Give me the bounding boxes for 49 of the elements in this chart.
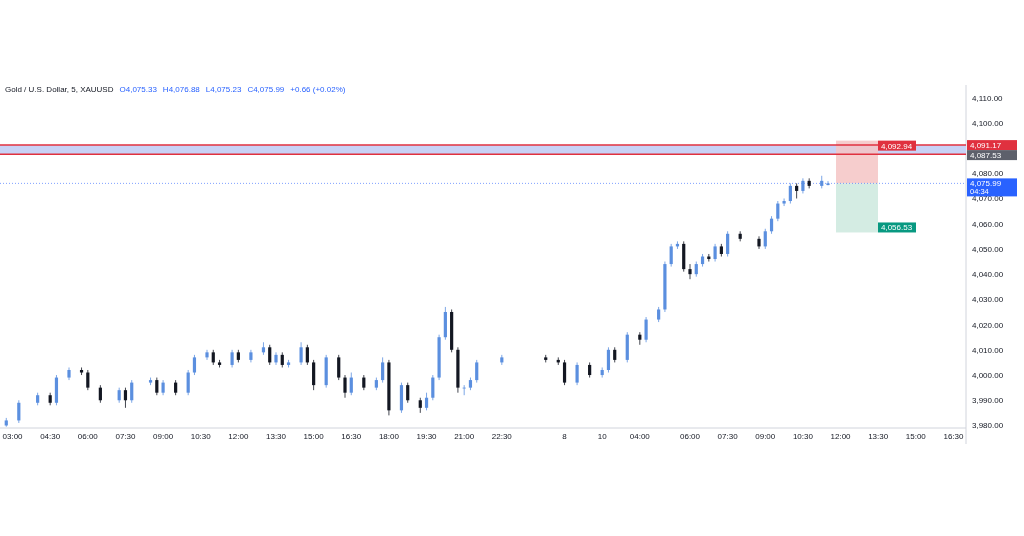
x-tick-label: 15:00 (303, 432, 325, 441)
y-tick-label: 4,050.00 (972, 244, 1004, 254)
ref-line-label: 4,075.99 (970, 179, 1002, 189)
annotation: O4,075.33 (119, 85, 158, 94)
ref-line-label: 4,087.53 (970, 151, 1002, 161)
band-label: 4,092.94 (881, 141, 913, 151)
y-tick-label: 4,020.00 (972, 320, 1004, 330)
x-tick-label: 09:00 (153, 432, 174, 441)
x-tick-label: 19:30 (416, 432, 438, 441)
x-tick-label: 18:00 (378, 432, 400, 441)
y-tick-label: 4,010.00 (972, 345, 1004, 355)
x-tick-label: 07:30 (717, 432, 739, 441)
x-tick-label: 06:00 (679, 432, 701, 441)
band-label: 4,056.53 (881, 223, 913, 233)
x-tick-label: 12:00 (830, 432, 852, 441)
x-tick-label: 15:00 (905, 432, 927, 441)
y-tick-label: 4,060.00 (972, 219, 1004, 229)
annotation: L4,075.23 (205, 85, 242, 94)
annotation: +0.66 (+0.02%) (290, 85, 346, 94)
y-tick-label: 3,980.00 (972, 421, 1004, 431)
x-tick-label: 09:00 (755, 432, 776, 441)
x-tick-label: 13:30 (265, 432, 287, 441)
annotation: H4,076.88 (162, 85, 201, 94)
y-tick-label: 4,080.00 (972, 169, 1004, 179)
x-tick-label: 21:00 (454, 432, 475, 441)
x-tick-label: 8 (562, 432, 568, 441)
x-tick-label: 07:30 (115, 432, 137, 441)
x-tick-label: 16:30 (943, 432, 965, 441)
x-tick-label: 04:30 (40, 432, 61, 441)
x-tick-label: 16:30 (341, 432, 362, 441)
x-tick-label: 12:00 (228, 432, 249, 441)
x-tick-label: 04:00 (629, 432, 651, 441)
y-tick-label: 4,040.00 (972, 270, 1004, 280)
x-tick-label: 10:30 (792, 432, 814, 441)
x-tick-label: 10:30 (190, 432, 212, 441)
x-tick-label: 13:30 (868, 432, 889, 441)
annotation: C4,075.99 (247, 85, 285, 94)
x-tick-label: 22:30 (491, 432, 513, 441)
chart-title: Gold / U.S. Dollar, 5, XAUUSD (5, 85, 114, 94)
y-tick-label: 4,030.00 (972, 295, 1004, 305)
y-tick-label: 4,000.00 (972, 371, 1004, 381)
ref-line-label: 4,091.17 (970, 141, 1002, 151)
y-tick-label: 4,110.00 (972, 93, 1004, 103)
y-tick-label: 4,070.00 (972, 194, 1004, 204)
y-tick-label: 3,990.00 (972, 396, 1004, 406)
x-tick-label: 10 (597, 432, 608, 441)
y-tick-label: 4,100.00 (972, 118, 1004, 128)
x-tick-label: 03:00 (2, 432, 24, 441)
x-tick-label: 06:00 (77, 432, 99, 441)
